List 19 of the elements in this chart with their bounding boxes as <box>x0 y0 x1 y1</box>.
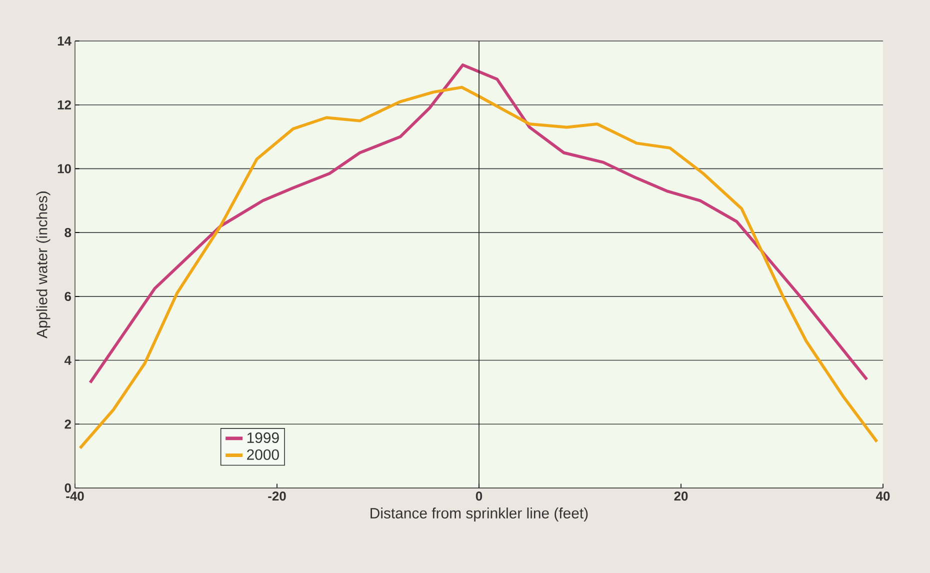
y-tick-label: 8 <box>64 228 72 238</box>
x-tick-label: 40 <box>876 492 890 501</box>
y-tick-label: 14 <box>58 36 72 46</box>
y-axis-title: Applied water (inches) <box>36 192 50 338</box>
x-tick-label: 20 <box>674 492 688 501</box>
y-tick-label: 2 <box>64 420 71 429</box>
y-tick-label: 0 <box>64 483 71 493</box>
x-tick-label: -20 <box>268 492 286 501</box>
legend-label: 2000 <box>247 449 279 460</box>
x-axis-title: Distance from sprinkler line (feet) <box>370 508 588 522</box>
y-tick-label: 12 <box>58 100 71 110</box>
x-tick-label: 0 <box>476 492 482 501</box>
legend-label: 1999 <box>247 432 279 443</box>
y-tick-label: 10 <box>58 164 71 174</box>
x-tick-label: -40 <box>66 492 84 501</box>
y-tick-label: 4 <box>64 356 72 365</box>
line-series <box>78 86 878 450</box>
line-series <box>88 63 868 384</box>
y-tick-label: 6 <box>64 292 72 302</box>
